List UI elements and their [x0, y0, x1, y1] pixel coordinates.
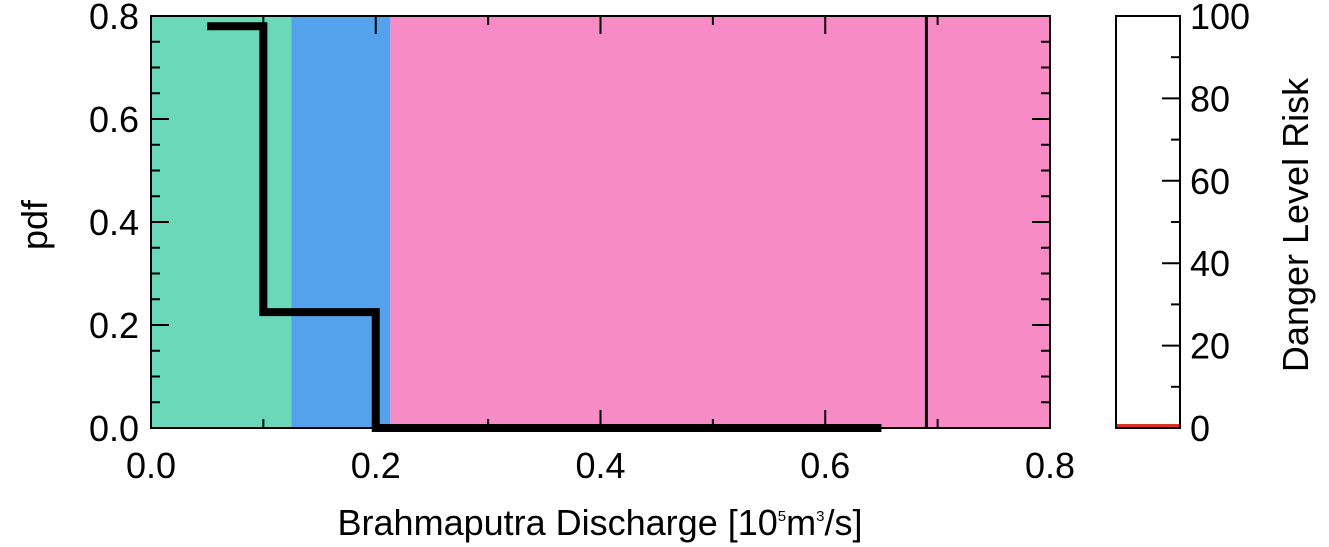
- background-band-2: [390, 16, 1050, 428]
- risk-colorbar: 0 20 40 60 80 100: [1115, 0, 1250, 449]
- y-tick-label: 0.6: [89, 99, 139, 140]
- risk-bar-background: [1116, 16, 1180, 428]
- risk-tick-label: 100: [1190, 0, 1250, 37]
- y-tick-label: 0.4: [89, 202, 139, 243]
- y-tick-label: 0.2: [89, 305, 139, 346]
- risk-bar-value: [1116, 424, 1180, 427]
- risk-tick-label: 20: [1190, 326, 1230, 367]
- x-tick-label: 0.6: [800, 445, 850, 486]
- risk-tick-label: 60: [1190, 161, 1230, 202]
- background-bands: [151, 16, 1050, 428]
- risk-axis-title: Danger Level Risk: [1275, 77, 1316, 372]
- x-tick-label: 0.4: [575, 445, 625, 486]
- risk-tick-label: 80: [1190, 78, 1230, 119]
- x-tick-label: 0.0: [126, 445, 176, 486]
- x-tick-label: 0.8: [1025, 445, 1075, 486]
- risk-tick-label: 0: [1190, 408, 1210, 449]
- background-band-0: [151, 16, 292, 428]
- main-ticks: 0.0 0.2 0.4 0.6 0.8 0.0 0.2 0.4 0.6 0.8: [89, 0, 1075, 486]
- y-tick-label: 0.0: [89, 408, 139, 449]
- x-tick-label: 0.2: [351, 445, 401, 486]
- y-tick-label: 0.8: [89, 0, 139, 37]
- risk-tick-label: 40: [1190, 243, 1230, 284]
- x-axis-title: Brahmaputra Discharge [105m3/s]: [338, 502, 863, 543]
- y-axis-title: pdf: [14, 199, 55, 250]
